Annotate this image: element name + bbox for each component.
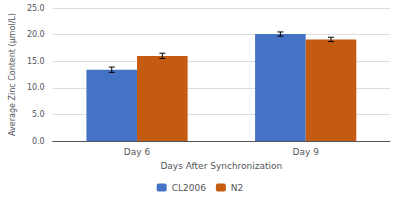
svg-text:N2: N2 — [231, 183, 243, 193]
svg-text:20.0: 20.0 — [27, 30, 45, 39]
svg-text:10.0: 10.0 — [27, 83, 45, 92]
svg-text:Days After Synchronization: Days After Synchronization — [160, 161, 282, 171]
svg-text:0.0: 0.0 — [32, 137, 45, 146]
svg-text:5.0: 5.0 — [32, 110, 45, 119]
svg-text:Day 9: Day 9 — [292, 147, 319, 157]
svg-text:Day 6: Day 6 — [124, 147, 151, 157]
svg-text:15.0: 15.0 — [27, 57, 45, 66]
svg-text:25.0: 25.0 — [27, 4, 45, 13]
svg-text:CL2006: CL2006 — [172, 183, 206, 193]
svg-text:Average Zinc Content (μmol/L): Average Zinc Content (μmol/L) — [8, 13, 17, 136]
